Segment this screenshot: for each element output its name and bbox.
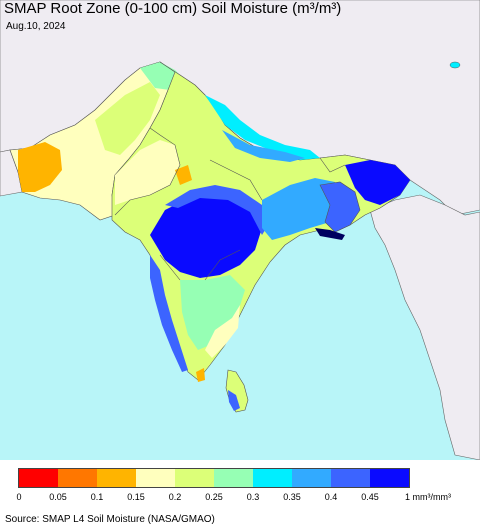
legend-label: 0.4 — [324, 492, 338, 502]
legend-swatch — [175, 469, 214, 487]
legend-swatch — [97, 469, 136, 487]
map-title: SMAP Root Zone (0-100 cm) Soil Moisture … — [4, 0, 342, 17]
region-pakistan-green — [95, 82, 160, 155]
legend-swatch — [19, 469, 58, 487]
region-east-india — [262, 178, 340, 240]
legend-swatch — [214, 469, 253, 487]
no-data-land-east — [369, 194, 480, 460]
soil-moisture-map — [0, 0, 480, 460]
legend-label: 0.15 — [127, 492, 145, 502]
legend-swatch — [370, 469, 409, 487]
legend-label: 0.2 — [168, 492, 182, 502]
region-deccan — [180, 275, 245, 350]
legend-swatch — [292, 469, 331, 487]
region-central-india-wet — [150, 195, 262, 278]
region-south-tip — [196, 368, 205, 382]
region-himalaya-belt-blue — [222, 130, 305, 162]
region-southeast — [205, 305, 240, 358]
region-rajasthan — [115, 140, 180, 205]
region-bangladesh — [319, 181, 361, 233]
map-date: Aug.10, 2024 — [6, 21, 66, 32]
region-himalaya-belt — [205, 95, 320, 160]
legend-color-bar — [18, 468, 410, 488]
region-pakistan-dry — [18, 142, 62, 192]
legend-label: 0.25 — [205, 492, 223, 502]
country-borders — [114, 127, 346, 281]
legend-label: 0.05 — [49, 492, 67, 502]
region-coast-dark — [315, 228, 345, 240]
legend-label: 0.45 — [361, 492, 379, 502]
region-west-coast — [150, 255, 188, 372]
legend-label: 1 mm³/mm³ — [405, 492, 451, 502]
legend-labels: 0 0.05 0.1 0.15 0.2 0.25 0.3 0.35 0.4 0.45 1 mm³/m… — [0, 492, 480, 506]
data-source: Source: SMAP L4 Soil Moisture (NASA/GMAO… — [5, 514, 215, 525]
legend-swatch — [331, 469, 370, 487]
legend-label: 0.1 — [90, 492, 104, 502]
legend-swatch — [58, 469, 97, 487]
legend-swatch — [253, 469, 292, 487]
region-sri-lanka-wet — [228, 390, 240, 411]
region-central-india-blue — [165, 185, 270, 235]
legend-label: 0 — [16, 492, 22, 502]
region-gujarat-dry — [175, 165, 192, 185]
legend-label: 0.3 — [246, 492, 260, 502]
region-northeast — [345, 160, 410, 205]
legend-label: 0.35 — [283, 492, 301, 502]
legend-swatch — [136, 469, 175, 487]
lake-marker — [449, 61, 461, 69]
